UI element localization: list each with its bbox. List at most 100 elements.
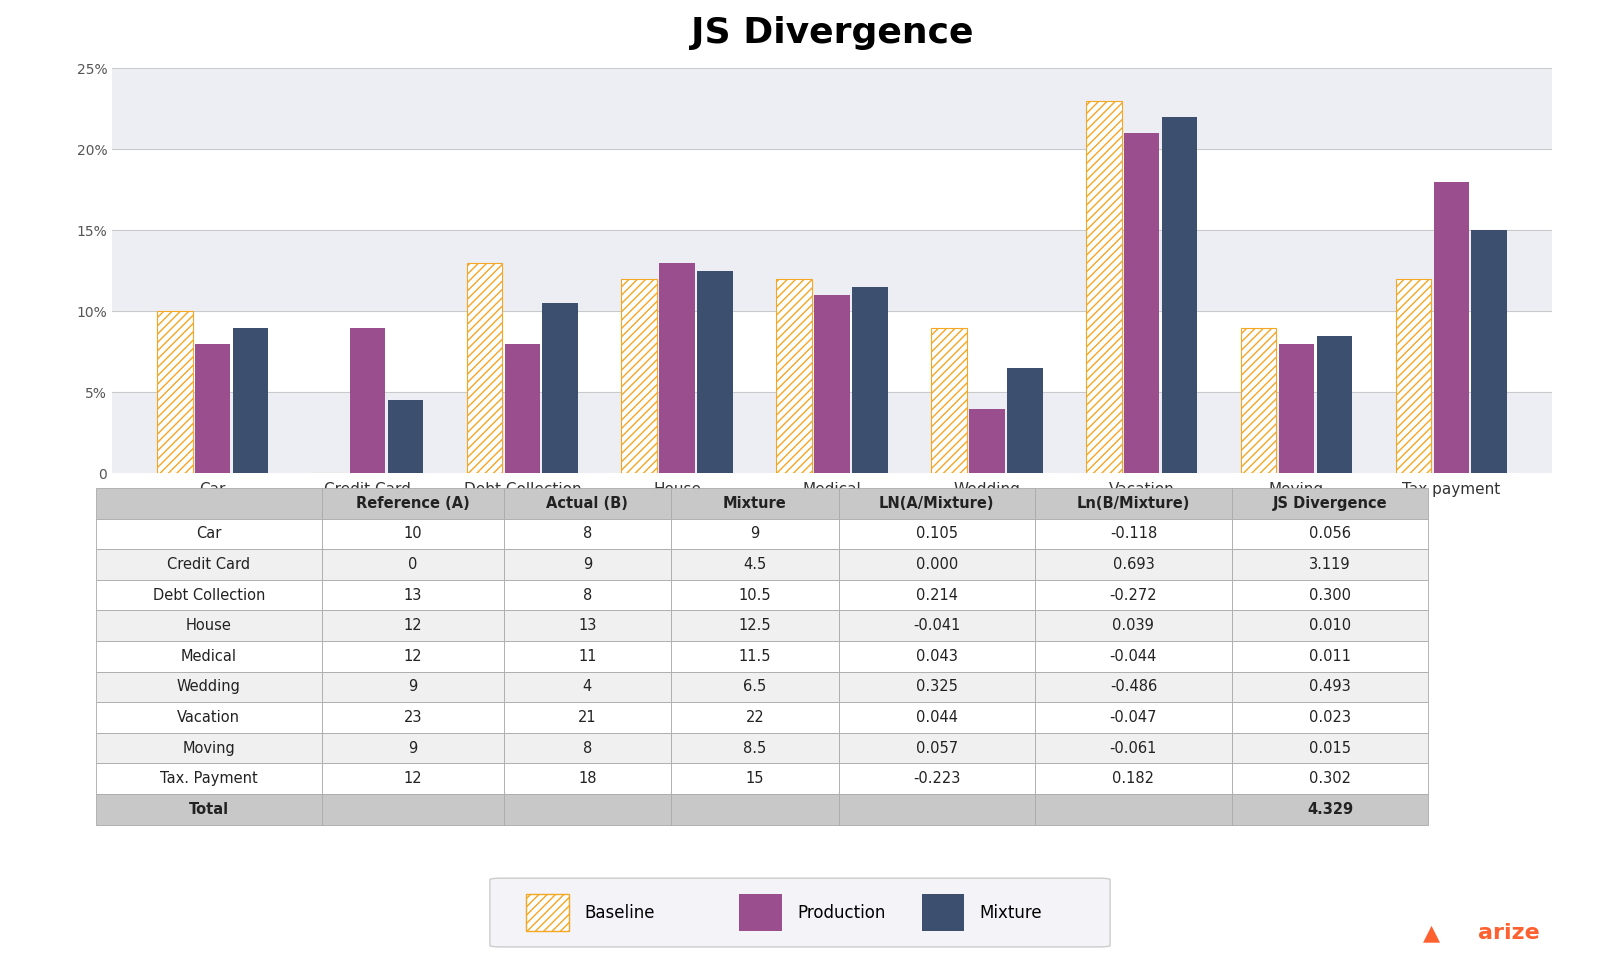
Bar: [1035, 580, 1232, 610]
Bar: [96, 763, 322, 794]
Bar: [838, 794, 1035, 825]
Text: 0.039: 0.039: [1112, 618, 1154, 633]
Bar: [504, 344, 541, 473]
Text: 0.693: 0.693: [1112, 557, 1154, 572]
Bar: [838, 610, 1035, 641]
Text: Debt Collection: Debt Collection: [152, 588, 266, 602]
Text: 12: 12: [403, 618, 422, 633]
Bar: [670, 794, 838, 825]
Text: 0.057: 0.057: [915, 741, 958, 755]
Bar: [526, 894, 570, 931]
Text: 13: 13: [578, 618, 597, 633]
Bar: [1086, 101, 1122, 473]
FancyBboxPatch shape: [490, 878, 1110, 947]
Bar: [195, 344, 230, 473]
Bar: [1035, 794, 1232, 825]
Text: 0.011: 0.011: [1309, 649, 1350, 664]
Text: Baseline: Baseline: [584, 904, 654, 921]
Text: 9: 9: [408, 679, 418, 695]
Bar: [322, 794, 504, 825]
Bar: [931, 328, 966, 473]
Text: -0.223: -0.223: [914, 771, 960, 787]
Bar: [1232, 488, 1429, 518]
Text: -0.041: -0.041: [914, 618, 960, 633]
Text: 0.182: 0.182: [1112, 771, 1155, 787]
Text: 4.5: 4.5: [744, 557, 766, 572]
Bar: [1035, 641, 1232, 671]
Bar: [322, 610, 504, 641]
Text: 8: 8: [582, 526, 592, 542]
Bar: [232, 328, 269, 473]
Bar: [970, 409, 1005, 473]
Bar: [350, 328, 386, 473]
Text: 0.044: 0.044: [915, 711, 958, 725]
Bar: [1035, 671, 1232, 703]
Text: JS Divergence: JS Divergence: [1272, 496, 1387, 510]
Bar: [922, 894, 965, 931]
Bar: [1035, 733, 1232, 763]
Bar: [542, 304, 578, 473]
Bar: [1035, 763, 1232, 794]
Bar: [1434, 182, 1469, 473]
Text: Medical: Medical: [181, 649, 237, 664]
Text: Wedding: Wedding: [178, 679, 240, 695]
Text: Vacation: Vacation: [178, 711, 240, 725]
Text: ▲: ▲: [1422, 923, 1440, 943]
Bar: [112, 392, 1552, 473]
Text: 22: 22: [746, 711, 765, 725]
Bar: [838, 518, 1035, 549]
Text: 4: 4: [582, 679, 592, 695]
Bar: [1232, 641, 1429, 671]
Text: Actual (B): Actual (B): [547, 496, 629, 510]
Bar: [1232, 549, 1429, 580]
Text: 6.5: 6.5: [744, 679, 766, 695]
Bar: [776, 279, 811, 473]
Text: 23: 23: [403, 711, 422, 725]
Text: 0.043: 0.043: [915, 649, 958, 664]
Bar: [1123, 133, 1160, 473]
Bar: [698, 270, 733, 473]
Bar: [931, 328, 966, 473]
Bar: [504, 703, 670, 733]
Text: 10.5: 10.5: [739, 588, 771, 602]
Text: 8: 8: [582, 741, 592, 755]
Bar: [96, 488, 322, 518]
Text: 10: 10: [403, 526, 422, 542]
Text: 9: 9: [408, 741, 418, 755]
Bar: [670, 703, 838, 733]
Bar: [838, 763, 1035, 794]
Bar: [322, 518, 504, 549]
Bar: [838, 488, 1035, 518]
Bar: [838, 641, 1035, 671]
Bar: [322, 549, 504, 580]
Bar: [1086, 101, 1122, 473]
Bar: [96, 671, 322, 703]
Bar: [1006, 368, 1043, 473]
Text: -0.486: -0.486: [1110, 679, 1157, 695]
Bar: [670, 488, 838, 518]
Text: Tax. Payment: Tax. Payment: [160, 771, 258, 787]
Text: Mixture: Mixture: [723, 496, 787, 510]
Text: 12.5: 12.5: [739, 618, 771, 633]
Text: 0.010: 0.010: [1309, 618, 1350, 633]
Bar: [1232, 518, 1429, 549]
Bar: [1232, 671, 1429, 703]
Text: 0.325: 0.325: [915, 679, 958, 695]
Text: 9: 9: [750, 526, 760, 542]
Text: 15: 15: [746, 771, 765, 787]
Bar: [96, 580, 322, 610]
Bar: [157, 311, 192, 473]
Bar: [1232, 794, 1429, 825]
Bar: [504, 549, 670, 580]
Text: 9: 9: [582, 557, 592, 572]
Bar: [322, 763, 504, 794]
Bar: [853, 287, 888, 473]
Bar: [838, 549, 1035, 580]
Text: 11: 11: [578, 649, 597, 664]
Bar: [322, 488, 504, 518]
Bar: [112, 68, 1552, 149]
Text: arize: arize: [1478, 923, 1539, 943]
Bar: [1240, 328, 1277, 473]
Text: 0.493: 0.493: [1309, 679, 1350, 695]
Bar: [112, 230, 1552, 311]
